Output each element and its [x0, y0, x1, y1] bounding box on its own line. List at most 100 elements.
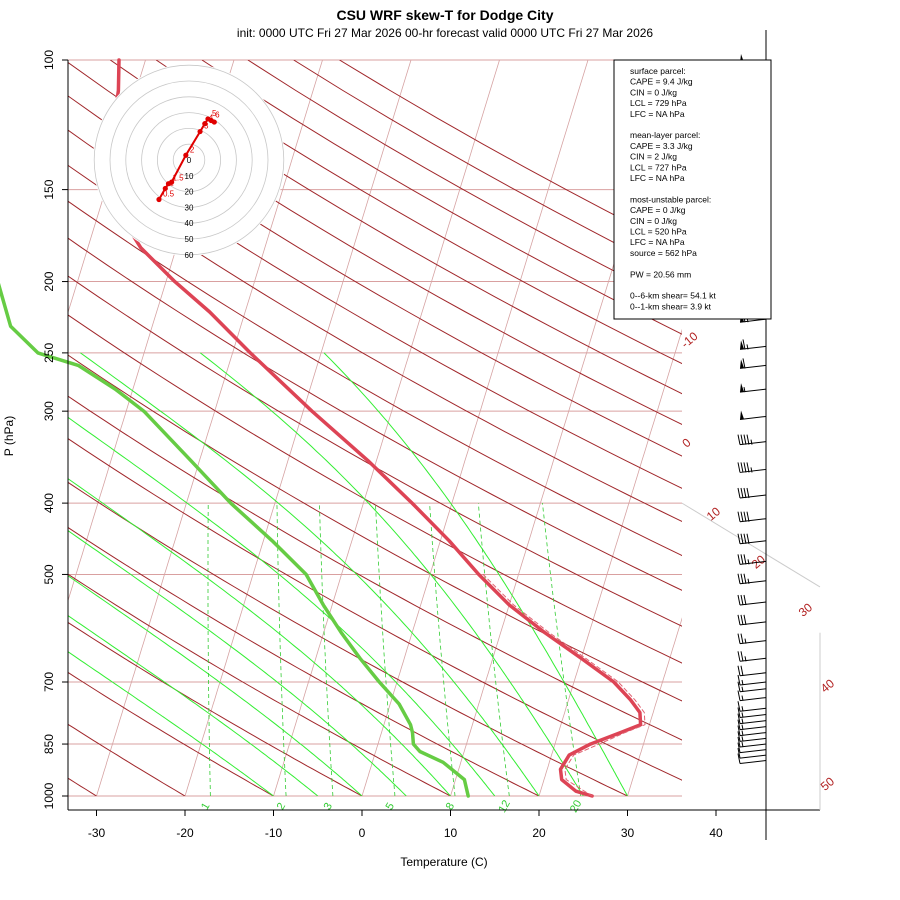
moist-adiabat-line — [68, 416, 496, 796]
info-line: LCL = 727 hPa — [630, 162, 687, 172]
dry-adiabat-line — [155, 60, 682, 365]
wind-barb — [737, 594, 767, 606]
p-tick-label: 850 — [42, 734, 56, 754]
dry-adiabat-line — [68, 354, 682, 702]
wind-barb — [739, 410, 767, 420]
isotherm-line — [273, 60, 500, 796]
wind-barb — [737, 690, 767, 702]
p-tick-label: 200 — [42, 271, 56, 291]
p-tick-label: 250 — [42, 343, 56, 363]
isotherm-line — [184, 60, 412, 796]
hodograph-height-label: 3 — [204, 122, 209, 131]
dry-adiabat-line — [68, 723, 186, 796]
p-tick-label: 500 — [42, 564, 56, 584]
moist-adiabat-line — [199, 352, 584, 796]
isotherm-line — [68, 60, 235, 603]
p-tick-label: 300 — [42, 401, 56, 421]
dry-adiabat-line — [68, 481, 628, 796]
p-tick-label: 700 — [42, 672, 56, 692]
moist-adiabat-line — [323, 352, 628, 796]
hodograph-ring — [172, 143, 206, 177]
mixing-ratio-lines — [207, 503, 582, 796]
info-line: mean-layer parcel: — [630, 130, 700, 140]
dry-adiabat-line — [68, 129, 682, 489]
hodograph-point — [211, 119, 217, 125]
x-tick-label: 40 — [709, 826, 723, 840]
hodograph-ring-label: 50 — [185, 235, 194, 244]
hodograph-height-label: 5 — [212, 109, 217, 118]
wind-barb — [737, 707, 767, 719]
dry-adiabat-line — [68, 95, 682, 457]
hodograph-ring-label: 20 — [185, 188, 194, 197]
mixing-ratio-line — [429, 503, 456, 796]
mixing-ratio-label: 2 — [275, 801, 288, 812]
dry-adiabat-line — [68, 438, 682, 781]
hodograph-ring-label: 30 — [185, 203, 194, 212]
dry-adiabat-line — [68, 395, 682, 741]
mixing-ratio-label: 20 — [568, 798, 585, 815]
x-tick-label: -20 — [176, 826, 194, 840]
wind-barb — [737, 674, 767, 686]
wind-barb — [739, 358, 767, 369]
y-axis-label: P (hPa) — [2, 416, 16, 456]
hodograph-point — [162, 185, 168, 192]
hodograph-height-label: 6 — [215, 111, 220, 120]
dry-adiabat-line — [68, 621, 363, 796]
info-line: LFC = NA hPa — [630, 173, 685, 183]
info-line: CAPE = 3.3 J/kg — [630, 141, 693, 151]
chart-title: CSU WRF skew-T for Dodge City — [336, 7, 553, 23]
wind-barb — [737, 725, 767, 737]
wind-barb — [737, 665, 767, 677]
dry-adiabat-line — [68, 200, 682, 557]
dry-adiabat-line — [68, 573, 451, 796]
moist-adiabat-lines — [68, 352, 628, 796]
x-tick-label: 0 — [359, 826, 366, 840]
wind-barb — [737, 742, 767, 754]
moist-adiabat-line — [80, 352, 540, 796]
x-axis-label: Temperature (C) — [400, 855, 487, 869]
hodograph-height-label: 1.5 — [172, 174, 184, 183]
moist-adiabat-line — [68, 575, 363, 796]
x-tick-label: -10 — [265, 826, 283, 840]
mixing-ratio-line — [319, 503, 334, 796]
isotherm-label: 50 — [818, 774, 837, 794]
wind-barb — [737, 633, 767, 645]
hodograph-point — [197, 128, 203, 135]
dry-adiabat-line — [68, 237, 682, 591]
wind-barb — [737, 462, 767, 473]
info-line: LFC = NA hPa — [630, 109, 685, 119]
moist-adiabat-line — [68, 530, 407, 796]
hodograph-ring-label: 60 — [185, 251, 194, 260]
isotherm-line — [538, 328, 682, 796]
wind-barb — [737, 651, 767, 662]
hodograph-height-label: 0.5 — [163, 190, 175, 199]
p-tick-label: 100 — [42, 50, 56, 70]
wind-barb — [737, 701, 767, 712]
hodograph-point — [202, 121, 208, 127]
x-tick-label: 20 — [532, 826, 546, 840]
dry-adiabat-line — [110, 60, 682, 395]
isotherm-line — [627, 617, 682, 796]
hodograph-point — [156, 196, 162, 203]
wind-barb — [737, 753, 767, 765]
extended-grid — [681, 502, 821, 588]
hodograph-ring — [125, 96, 253, 224]
hodograph-ring-label: 40 — [185, 219, 194, 228]
p-tick-label: 150 — [42, 179, 56, 199]
mixing-ratio-label: 8 — [444, 801, 457, 812]
dry-adiabat-line — [68, 61, 682, 426]
hodograph-ring-label: 0 — [187, 156, 192, 165]
mixing-ratio-label: 3 — [322, 801, 335, 812]
info-line: surface parcel: — [630, 66, 686, 76]
wind-barb — [737, 719, 767, 731]
moist-adiabat-line — [68, 615, 319, 796]
info-line: CAPE = 9.4 J/kg — [630, 77, 693, 87]
hodograph-ring-label: 10 — [185, 172, 194, 181]
isotherm-label: 0 — [679, 435, 693, 450]
wind-barb — [737, 681, 767, 693]
info-line: CIN = 2 J/kg — [630, 152, 677, 162]
mixing-ratio-line — [207, 503, 211, 796]
